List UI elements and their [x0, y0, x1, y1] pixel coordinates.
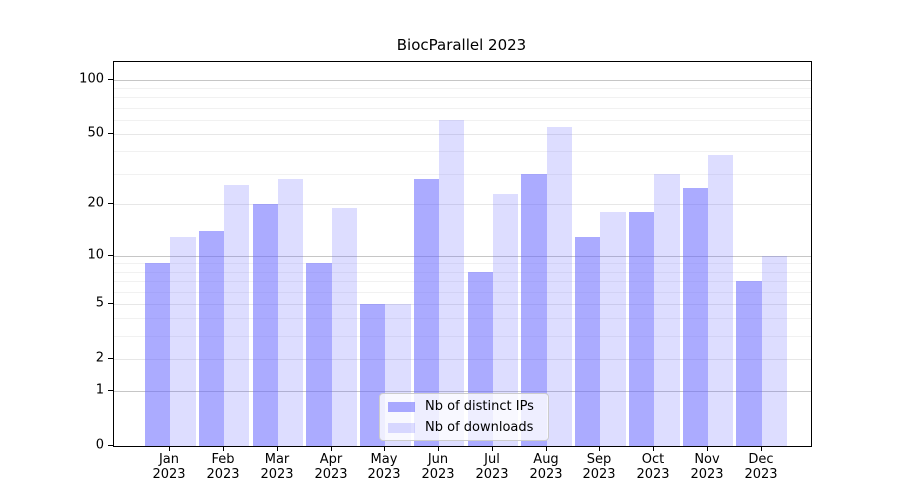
bar-downloads-apr — [331, 208, 357, 446]
gridline-y-50 — [114, 134, 811, 135]
x-tick-mark — [223, 446, 224, 451]
gridline-y-2 — [114, 359, 811, 360]
gridline-y-70 — [114, 108, 811, 109]
y-axis-tick-label: 20 — [87, 195, 104, 211]
gridline-y-80 — [114, 97, 811, 98]
y-tick-mark — [108, 79, 113, 80]
x-tick-mark — [169, 446, 170, 451]
legend-swatch-downloads — [388, 422, 415, 433]
y-tick-mark — [108, 358, 113, 359]
x-tick-mark — [761, 446, 762, 451]
gridline-y-30 — [114, 174, 811, 175]
gridline-y-90 — [114, 88, 811, 89]
bar-downloads-jan — [170, 237, 196, 446]
bar-ips-nov — [682, 188, 708, 446]
gridline-y-8 — [114, 272, 811, 273]
y-axis-tick-label: 2 — [95, 350, 104, 366]
bar-ips-feb — [198, 231, 225, 446]
y-tick-mark — [108, 203, 113, 204]
y-axis-tick-label: 10 — [87, 247, 104, 263]
y-axis-tick-label: 0 — [95, 437, 104, 453]
bar-ips-sep — [575, 237, 601, 446]
gridline-y-5 — [114, 304, 811, 305]
bar-ips-oct — [628, 212, 655, 446]
x-axis-tick-label: Feb 2023 — [206, 452, 240, 482]
y-tick-mark — [108, 303, 113, 304]
x-axis-tick-label: Jan 2023 — [152, 452, 186, 482]
y-axis-tick-label: 1 — [95, 382, 104, 398]
legend-label-downloads: Nb of downloads — [425, 420, 534, 435]
x-tick-mark — [492, 446, 493, 451]
bar-ips-mar — [252, 204, 278, 446]
x-tick-mark — [653, 446, 654, 451]
bar-downloads-aug — [546, 127, 572, 446]
legend-item-ips: Nb of distinct IPs — [380, 398, 548, 415]
x-tick-mark — [384, 446, 385, 451]
gridline-y-4 — [114, 318, 811, 319]
bar-downloads-nov — [708, 155, 734, 446]
bar-downloads-dec — [761, 256, 788, 446]
y-axis-tick-label: 50 — [87, 125, 104, 141]
gridline-y-9 — [114, 263, 811, 264]
y-tick-mark — [108, 133, 113, 134]
x-axis-tick-label: Sep 2023 — [582, 452, 616, 482]
legend: Nb of distinct IPs Nb of downloads — [379, 393, 549, 441]
x-axis-tick-label: Oct 2023 — [636, 452, 670, 482]
x-axis-tick-label: May 2023 — [367, 452, 401, 482]
x-tick-mark — [438, 446, 439, 451]
bar-ips-apr — [306, 263, 332, 446]
chart-title: BiocParallel 2023 — [396, 36, 527, 54]
bar-downloads-oct — [654, 174, 680, 446]
x-tick-mark — [599, 446, 600, 451]
x-tick-mark — [707, 446, 708, 451]
legend-label-ips: Nb of distinct IPs — [425, 399, 534, 414]
x-tick-mark — [277, 446, 278, 451]
y-tick-mark — [108, 445, 113, 446]
x-axis-tick-label: Dec 2023 — [744, 452, 778, 482]
bar-downloads-jun — [439, 120, 465, 446]
x-tick-mark — [331, 446, 332, 451]
x-axis-tick-label: Aug 2023 — [529, 452, 563, 482]
legend-item-downloads: Nb of downloads — [380, 419, 548, 436]
plot-area: Nb of distinct IPs Nb of downloads — [113, 61, 812, 447]
x-axis-tick-label: Jun 2023 — [421, 452, 455, 482]
bar-downloads-mar — [277, 179, 304, 446]
gridline-y-10 — [114, 256, 811, 257]
gridline-y-60 — [114, 120, 811, 121]
bar-ips-jan — [145, 263, 171, 446]
x-axis-tick-label: Mar 2023 — [260, 452, 294, 482]
y-tick-mark — [108, 255, 113, 256]
x-axis-tick-label: Nov 2023 — [690, 452, 724, 482]
x-tick-mark — [546, 446, 547, 451]
y-axis-tick-label: 100 — [79, 71, 104, 87]
y-tick-mark — [108, 390, 113, 391]
bar-downloads-sep — [600, 212, 626, 446]
bar-ips-dec — [736, 281, 762, 446]
y-axis-tick-label: 5 — [95, 295, 104, 311]
legend-swatch-ips — [388, 401, 415, 412]
gridline-y-100 — [114, 80, 811, 81]
x-axis-tick-label: Jul 2023 — [475, 452, 509, 482]
bar-downloads-feb — [224, 185, 250, 446]
gridline-y-1 — [114, 391, 811, 392]
gridline-y-40 — [114, 151, 811, 152]
gridline-y-6 — [114, 292, 811, 293]
x-axis-tick-label: Apr 2023 — [314, 452, 348, 482]
gridline-y-20 — [114, 204, 811, 205]
gridline-y-3 — [114, 336, 811, 337]
gridline-y-7 — [114, 281, 811, 282]
